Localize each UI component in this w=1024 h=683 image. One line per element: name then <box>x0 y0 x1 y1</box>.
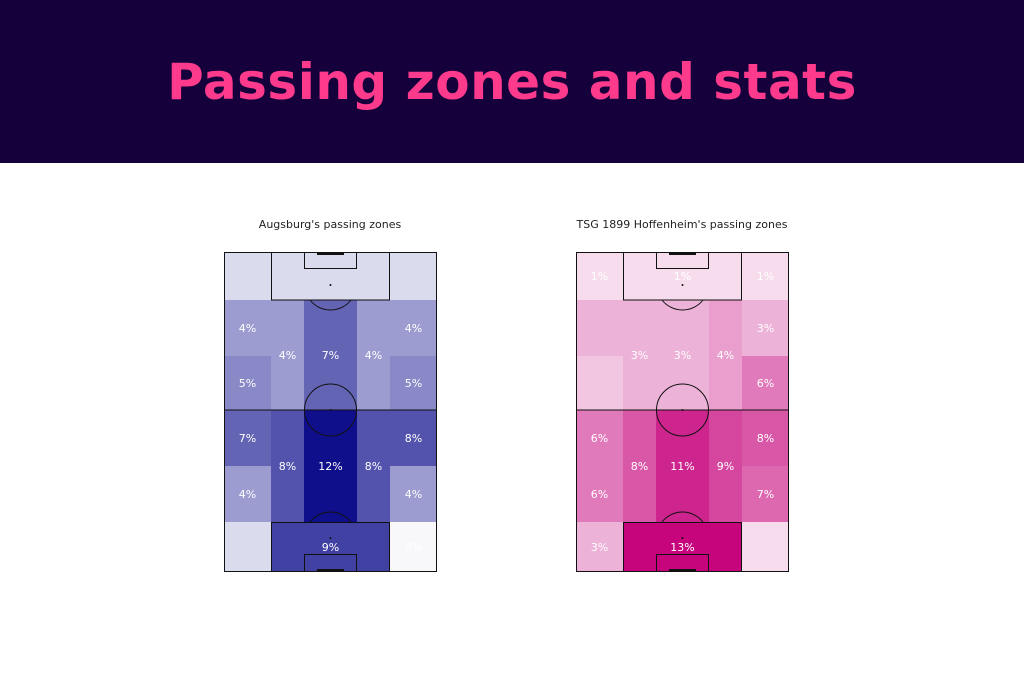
center-spot <box>681 409 684 411</box>
zone-upper-wide-left <box>224 300 271 356</box>
zone-upper-half-left <box>623 300 656 410</box>
zone-midlower-wide-left <box>576 410 623 466</box>
zone-midlower-wide-left <box>224 410 271 466</box>
center-spot <box>329 409 332 411</box>
page-title: Passing zones and stats <box>167 52 857 111</box>
penalty-arc-top <box>309 299 352 311</box>
header-banner: Passing zones and stats <box>0 0 1024 163</box>
zone-bottom-left <box>576 522 623 572</box>
penalty-spot-top <box>681 284 684 286</box>
zone-label-midlower-wide-left: 7% <box>239 432 256 445</box>
zone-label-midupper-wide-left: 5% <box>239 377 256 390</box>
zone-label-lower-center: 11% <box>670 460 694 473</box>
zone-label-bottom-right: 0% <box>405 541 422 554</box>
zone-label-upper-center: 7% <box>322 349 339 362</box>
zone-label-lower-wide-right: 4% <box>405 488 422 501</box>
zone-midupper-wide-left <box>576 356 623 410</box>
pitch-heatmap-hoffenheim: 1% 1% 1% 3% 3% 4% 3% 6% 6% 8% 11% 9% 8% 6% 7% 3% 13% <box>576 252 789 572</box>
zone-lower-half-right <box>357 410 390 522</box>
zone-label-top-right: 1% <box>757 270 774 283</box>
penalty-arc-bottom <box>661 511 704 523</box>
zone-label-lower-wide-left: 4% <box>239 488 256 501</box>
zone-upper-wide-left <box>576 300 623 356</box>
zone-lower-half-left <box>623 410 656 522</box>
zone-upper-wide-right <box>742 300 789 356</box>
zone-top-left <box>224 252 271 300</box>
zone-midupper-wide-right <box>390 356 437 410</box>
zone-lower-wide-right <box>390 466 437 522</box>
pitch-heatmap-augsburg: 4% 4% 7% 4% 4% 5% 5% 7% 8% 12% 8% 8% 4% 4% 9% 0% <box>224 252 437 572</box>
zone-label-lower-half-right: 9% <box>717 460 734 473</box>
zone-label-upper-wide-right: 4% <box>405 322 422 335</box>
zone-bottom-center <box>623 522 742 572</box>
zone-bottom-left <box>224 522 271 572</box>
zone-bottom-center <box>271 522 390 572</box>
penalty-arc-top <box>661 299 704 311</box>
zone-label-midupper-wide-right: 5% <box>405 377 422 390</box>
zone-lower-wide-left <box>576 466 623 522</box>
zone-midlower-wide-right <box>390 410 437 466</box>
zone-label-upper-half-right: 4% <box>365 349 382 362</box>
zone-lower-half-right <box>709 410 742 522</box>
chart-title-augsburg: Augsburg's passing zones <box>258 218 402 231</box>
zone-lower-wide-left <box>224 466 271 522</box>
zone-label-lower-half-left: 8% <box>279 460 296 473</box>
zone-lower-wide-right <box>742 466 789 522</box>
zone-lower-half-left <box>271 410 304 522</box>
zone-top-right <box>742 252 789 300</box>
zone-label-upper-center: 3% <box>674 349 691 362</box>
zone-label-bottom-center: 13% <box>670 541 694 554</box>
zone-label-lower-half-right: 8% <box>365 460 382 473</box>
zone-label-upper-wide-right: 3% <box>757 322 774 335</box>
zone-midlower-wide-right <box>742 410 789 466</box>
zone-label-midlower-wide-left: 6% <box>591 432 608 445</box>
zone-top-right <box>390 252 437 300</box>
zone-midupper-wide-left <box>224 356 271 410</box>
center-circle <box>304 383 357 437</box>
zone-label-upper-half-left: 4% <box>279 349 296 362</box>
penalty-spot-bottom <box>681 537 684 539</box>
zone-upper-wide-right <box>390 300 437 356</box>
chart-title-hoffenheim: TSG 1899 Hoffenheim's passing zones <box>576 218 788 231</box>
zone-upper-center <box>304 300 357 410</box>
zone-label-midlower-wide-right: 8% <box>405 432 422 445</box>
penalty-arc-bottom <box>309 511 352 523</box>
zone-upper-center <box>656 300 709 410</box>
zone-label-upper-half-right: 4% <box>717 349 734 362</box>
zone-label-bottom-center: 9% <box>322 541 339 554</box>
zone-label-midupper-wide-right: 6% <box>757 377 774 390</box>
penalty-spot-bottom <box>329 537 332 539</box>
zone-upper-half-right <box>709 300 742 410</box>
zone-label-upper-wide-left: 4% <box>239 322 256 335</box>
zone-label-upper-half-left: 3% <box>631 349 648 362</box>
zone-midupper-wide-right <box>742 356 789 410</box>
zone-label-lower-center: 12% <box>318 460 342 473</box>
zone-label-top-center: 1% <box>674 270 691 283</box>
zone-label-lower-wide-left: 6% <box>591 488 608 501</box>
zone-top-left <box>576 252 623 300</box>
zone-bottom-right <box>390 522 437 572</box>
zone-top-center <box>271 252 390 300</box>
zone-label-lower-wide-right: 7% <box>757 488 774 501</box>
zone-upper-half-right <box>357 300 390 410</box>
zone-label-lower-half-left: 8% <box>631 460 648 473</box>
zone-label-midlower-wide-right: 8% <box>757 432 774 445</box>
center-circle <box>656 383 709 437</box>
zone-label-top-left: 1% <box>591 270 608 283</box>
zone-bottom-right <box>742 522 789 572</box>
zone-top-center <box>623 252 742 300</box>
zone-label-bottom-left: 3% <box>591 541 608 554</box>
penalty-spot-top <box>329 284 332 286</box>
zone-upper-half-left <box>271 300 304 410</box>
